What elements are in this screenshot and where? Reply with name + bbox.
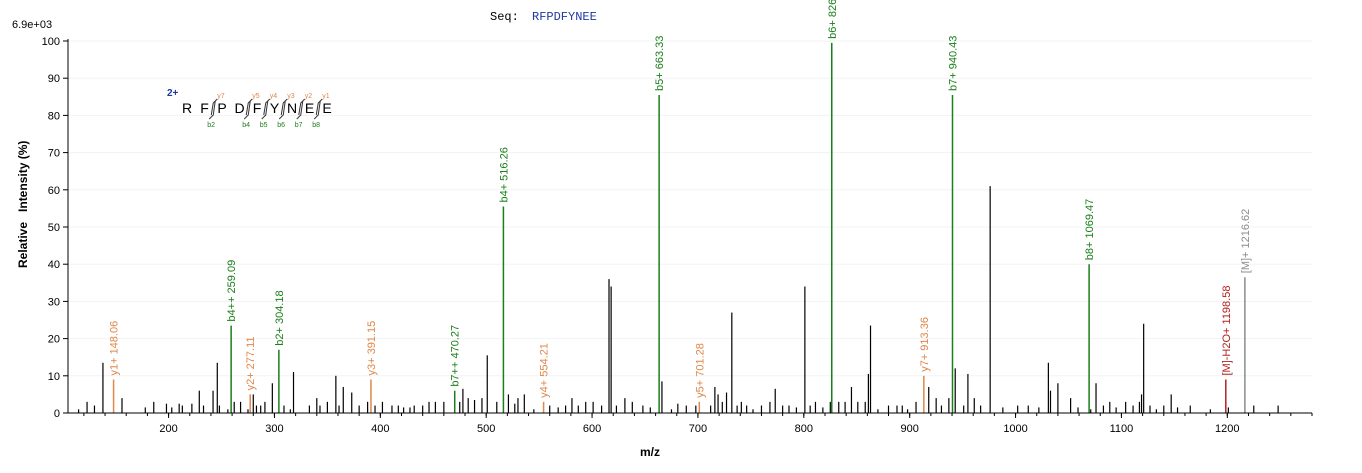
b-fragment-label-4: b7 (295, 122, 303, 129)
residue-5: Y (270, 100, 280, 116)
charge-label: 2+ (167, 88, 179, 99)
y-cleavage-mark-4 (298, 98, 306, 116)
y-fragment-label-2: y4 (270, 93, 278, 100)
residue-2: P (217, 100, 226, 116)
y-axis-ticks: 0 10 20 30 40 50 60 70 80 90 100 (42, 36, 68, 420)
y-cleavage-mark-3 (280, 98, 288, 116)
y-cleavage-mark-0 (210, 98, 218, 116)
y-tick-label-7: 70 (48, 148, 60, 160)
b-cleavage-mark-5 (313, 100, 321, 120)
y-tick-label-5: 50 (48, 222, 60, 234)
peak-label-5: b7++ 470.27 (450, 325, 462, 387)
y-tick-label-1: 10 (48, 371, 60, 383)
peak-label-4: y3+ 391.15 (366, 321, 378, 376)
y-fragment-label-3: y3 (287, 93, 295, 100)
x-tick-label-3: 500 (477, 423, 495, 435)
y-tick-label-0: 0 (54, 408, 60, 420)
x-tick-label-6: 800 (795, 423, 813, 435)
peak-label-6: b4+ 516.26 (498, 147, 510, 202)
x-tick-label-5: 700 (689, 423, 707, 435)
peak-label-12: b7+ 940.43 (947, 36, 959, 91)
x-tick-label-1: 300 (265, 423, 283, 435)
peak-label-14: [M]-H2O+ 1198.58 (1221, 286, 1233, 376)
x-tick-label-4: 600 (583, 423, 601, 435)
b-cleavage-mark-0 (208, 100, 216, 120)
scale-label: 6.9e+03 (12, 19, 52, 31)
x-tick-label-7: 900 (901, 423, 919, 435)
x-axis-label: m/z (640, 445, 660, 459)
peak-label-3: b2+ 304.18 (274, 290, 286, 345)
peak-label-7: y4+ 554.21 (539, 343, 551, 398)
y-tick-label-4: 40 (48, 259, 60, 271)
residue-0: R (182, 100, 192, 116)
y-tick-label-8: 80 (48, 110, 60, 122)
y-tick-label-2: 20 (48, 334, 60, 346)
axes (67, 39, 1312, 414)
residue-4: F (253, 100, 262, 116)
sequence-value: RFPDFYNEE (532, 10, 597, 24)
b-fragment-label-3: b6 (277, 122, 285, 129)
peak-label-2: y2+ 277.11 (245, 336, 257, 390)
peak-label-9: y5+ 701.28 (694, 343, 706, 398)
x-tick-label-0: 200 (159, 423, 177, 435)
annotated-peaks: y1+ 148.06 b4++ 259.09 y2+ 277.11 b2+ 304.1… (109, 0, 1252, 413)
y-cleavage-mark-2 (263, 98, 271, 116)
y-tick-label-3: 30 (48, 296, 60, 308)
x-tick-label-2: 400 (371, 423, 389, 435)
b-cleavage-mark-2 (261, 100, 269, 120)
y-gridlines (68, 40, 1312, 377)
y-axis-label: Relative Intensity (%) (16, 141, 30, 268)
y-tick-label-9: 90 (48, 73, 60, 85)
y-fragment-label-1: y5 (252, 93, 260, 100)
unassigned-peaks (77, 186, 1279, 413)
peak-label-8: b5+ 663.33 (654, 36, 666, 91)
x-tick-label-9: 1100 (1110, 423, 1134, 435)
residue-7: E (305, 100, 314, 116)
x-tick-label-10: 1200 (1215, 423, 1239, 435)
residue-3: D (234, 100, 244, 116)
residue-8: E (322, 100, 331, 116)
residue-1: F (200, 100, 209, 116)
sequence-prefix: Seq: (490, 10, 519, 24)
peak-label-1: b4++ 259.09 (226, 260, 238, 322)
b-fragment-label-2: b5 (260, 122, 268, 129)
peak-label-10: b6+ 826.39 (827, 0, 839, 39)
sequence-title: Seq: RFPDFYNEE (490, 10, 597, 24)
b-fragment-label-1: b4 (242, 122, 250, 129)
y-tick-label-6: 60 (48, 185, 60, 197)
b-fragment-label-0: b2 (207, 122, 215, 129)
y-fragment-label-5: y1 (322, 93, 330, 100)
residue-6: N (287, 100, 297, 116)
b-cleavage-mark-4 (296, 100, 304, 120)
y-tick-label-10: 100 (42, 36, 60, 48)
b-cleavage-mark-3 (278, 100, 286, 120)
peak-label-13: b8+ 1069.47 (1084, 199, 1096, 260)
y-cleavage-mark-5 (315, 98, 323, 116)
b-cleavage-mark-1 (243, 100, 251, 120)
peak-label-11: y7+ 913.36 (919, 317, 931, 372)
peak-label-0: y1+ 148.06 (109, 321, 121, 376)
x-tick-label-8: 1000 (1003, 423, 1027, 435)
peak-label-15: [M]+ 1216.62 (1240, 209, 1252, 274)
y-fragment-label-0: y7 (217, 93, 225, 100)
x-axis-ticks: 200 300 400 500 600 700 800 900 1000 1100 1200 (83, 413, 1313, 435)
y-fragment-label-4: y2 (305, 93, 313, 100)
y-cleavage-mark-1 (245, 98, 253, 116)
b-fragment-label-5: b8 (312, 122, 320, 129)
